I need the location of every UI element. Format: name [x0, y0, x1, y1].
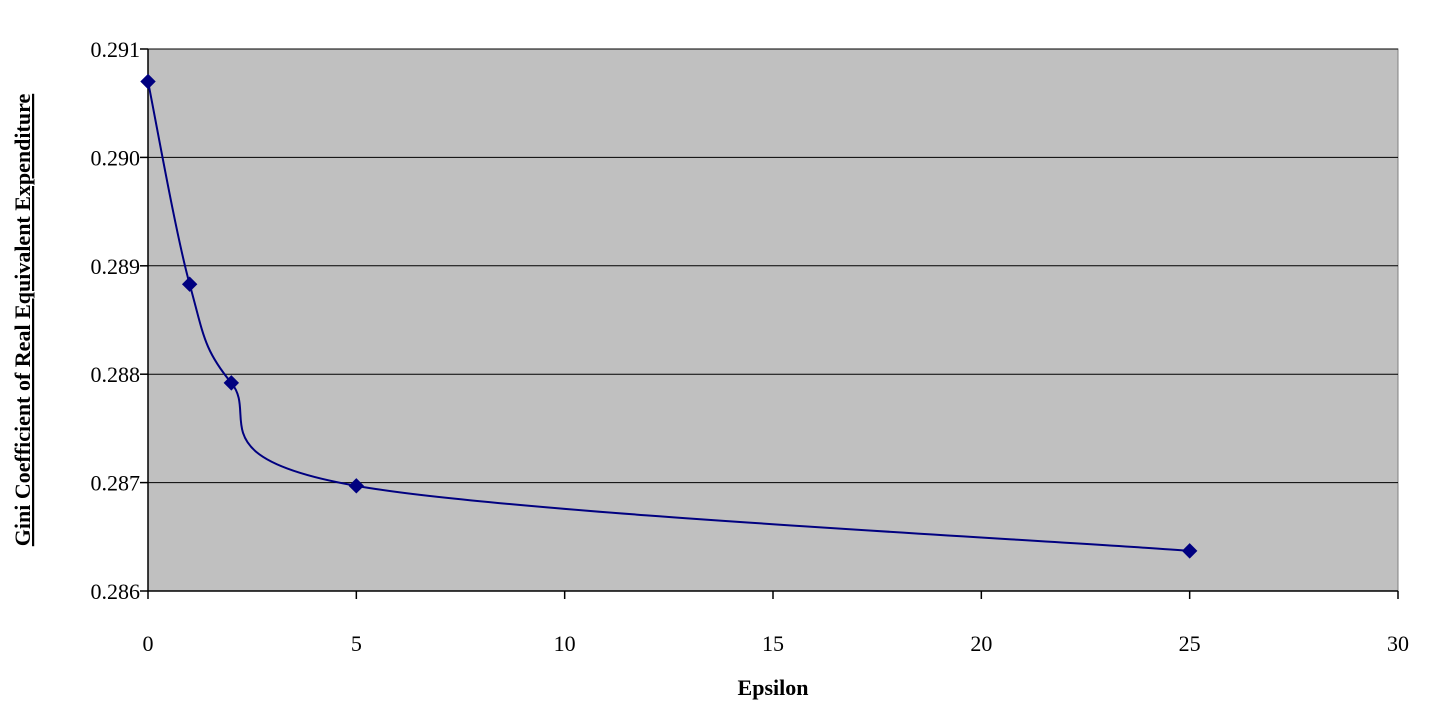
- x-tick-label: 20: [970, 631, 992, 656]
- y-tick-label: 0.289: [91, 254, 141, 279]
- y-axis-title: Gini Coefficient of Real Equivalent Expe…: [10, 94, 35, 547]
- x-tick-label: 0: [143, 631, 154, 656]
- data-point-marker: [181, 276, 198, 292]
- series: [147, 81, 1190, 552]
- y-tick-label: 0.286: [91, 579, 141, 604]
- x-tick-labels: 0 5 10 15 20 25 30: [143, 631, 1410, 656]
- series-line: [147, 81, 1190, 552]
- y-tick-label: 0.288: [91, 362, 141, 387]
- x-tick-label: 25: [1179, 631, 1201, 656]
- data-point-marker: [348, 478, 365, 494]
- data-point-marker: [140, 73, 156, 90]
- data-point-marker: [1181, 543, 1198, 559]
- axes: [140, 48, 1399, 599]
- y-tick-label: 0.287: [91, 471, 141, 496]
- data-point-marker: [223, 375, 240, 391]
- y-tick-label: 0.291: [91, 37, 141, 62]
- y-tick-label: 0.290: [91, 145, 141, 170]
- x-axis-title: Epsilon: [738, 675, 809, 700]
- x-tick-label: 10: [554, 631, 576, 656]
- x-tick-label: 5: [351, 631, 362, 656]
- x-tick-label: 15: [762, 631, 784, 656]
- gridlines: [148, 48, 1398, 484]
- plot-area: [147, 48, 1399, 592]
- x-tick-label: 30: [1387, 631, 1409, 656]
- markers: [140, 73, 1198, 559]
- y-tick-labels: 0.286 0.287 0.288 0.289 0.290 0.291: [91, 37, 141, 604]
